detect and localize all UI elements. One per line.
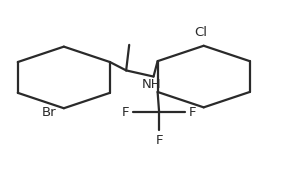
Text: F: F — [188, 106, 196, 119]
Text: Br: Br — [42, 106, 56, 119]
Text: F: F — [122, 106, 130, 119]
Text: Cl: Cl — [194, 26, 207, 39]
Text: F: F — [155, 134, 163, 147]
Text: NH: NH — [142, 78, 162, 91]
